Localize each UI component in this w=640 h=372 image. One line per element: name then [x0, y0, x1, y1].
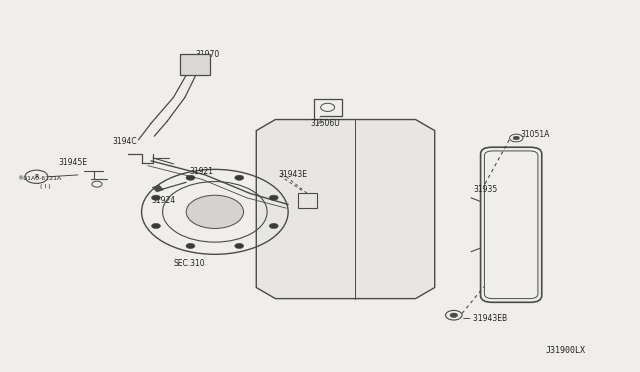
Bar: [298, 193, 317, 208]
Circle shape: [235, 243, 244, 248]
Circle shape: [450, 313, 458, 317]
Circle shape: [269, 195, 278, 200]
Text: ( I ): ( I ): [40, 184, 51, 189]
Circle shape: [152, 195, 161, 200]
Text: 31506U: 31506U: [310, 119, 340, 128]
Text: R: R: [35, 174, 38, 179]
Circle shape: [152, 224, 161, 228]
Circle shape: [186, 175, 195, 180]
Text: J31900LX: J31900LX: [545, 346, 586, 355]
Bar: [152, 185, 163, 192]
Text: 31051A: 31051A: [521, 130, 550, 139]
Text: 3194C: 3194C: [113, 137, 138, 146]
Text: 31921: 31921: [189, 167, 213, 176]
Circle shape: [186, 243, 195, 248]
Circle shape: [186, 195, 244, 228]
Polygon shape: [256, 119, 435, 299]
Text: 31943E: 31943E: [278, 170, 308, 179]
Text: 31935: 31935: [473, 185, 497, 194]
Text: ®01A0-6121A: ®01A0-6121A: [17, 176, 61, 181]
Circle shape: [269, 224, 278, 228]
Circle shape: [513, 136, 520, 140]
Bar: [180, 54, 211, 75]
Circle shape: [235, 175, 244, 180]
Text: 31924: 31924: [151, 196, 175, 205]
Text: — 31943EB: — 31943EB: [463, 314, 508, 323]
Text: 31945E: 31945E: [59, 157, 88, 167]
Text: 31970: 31970: [196, 51, 220, 60]
Text: SEC.310: SEC.310: [173, 259, 205, 268]
